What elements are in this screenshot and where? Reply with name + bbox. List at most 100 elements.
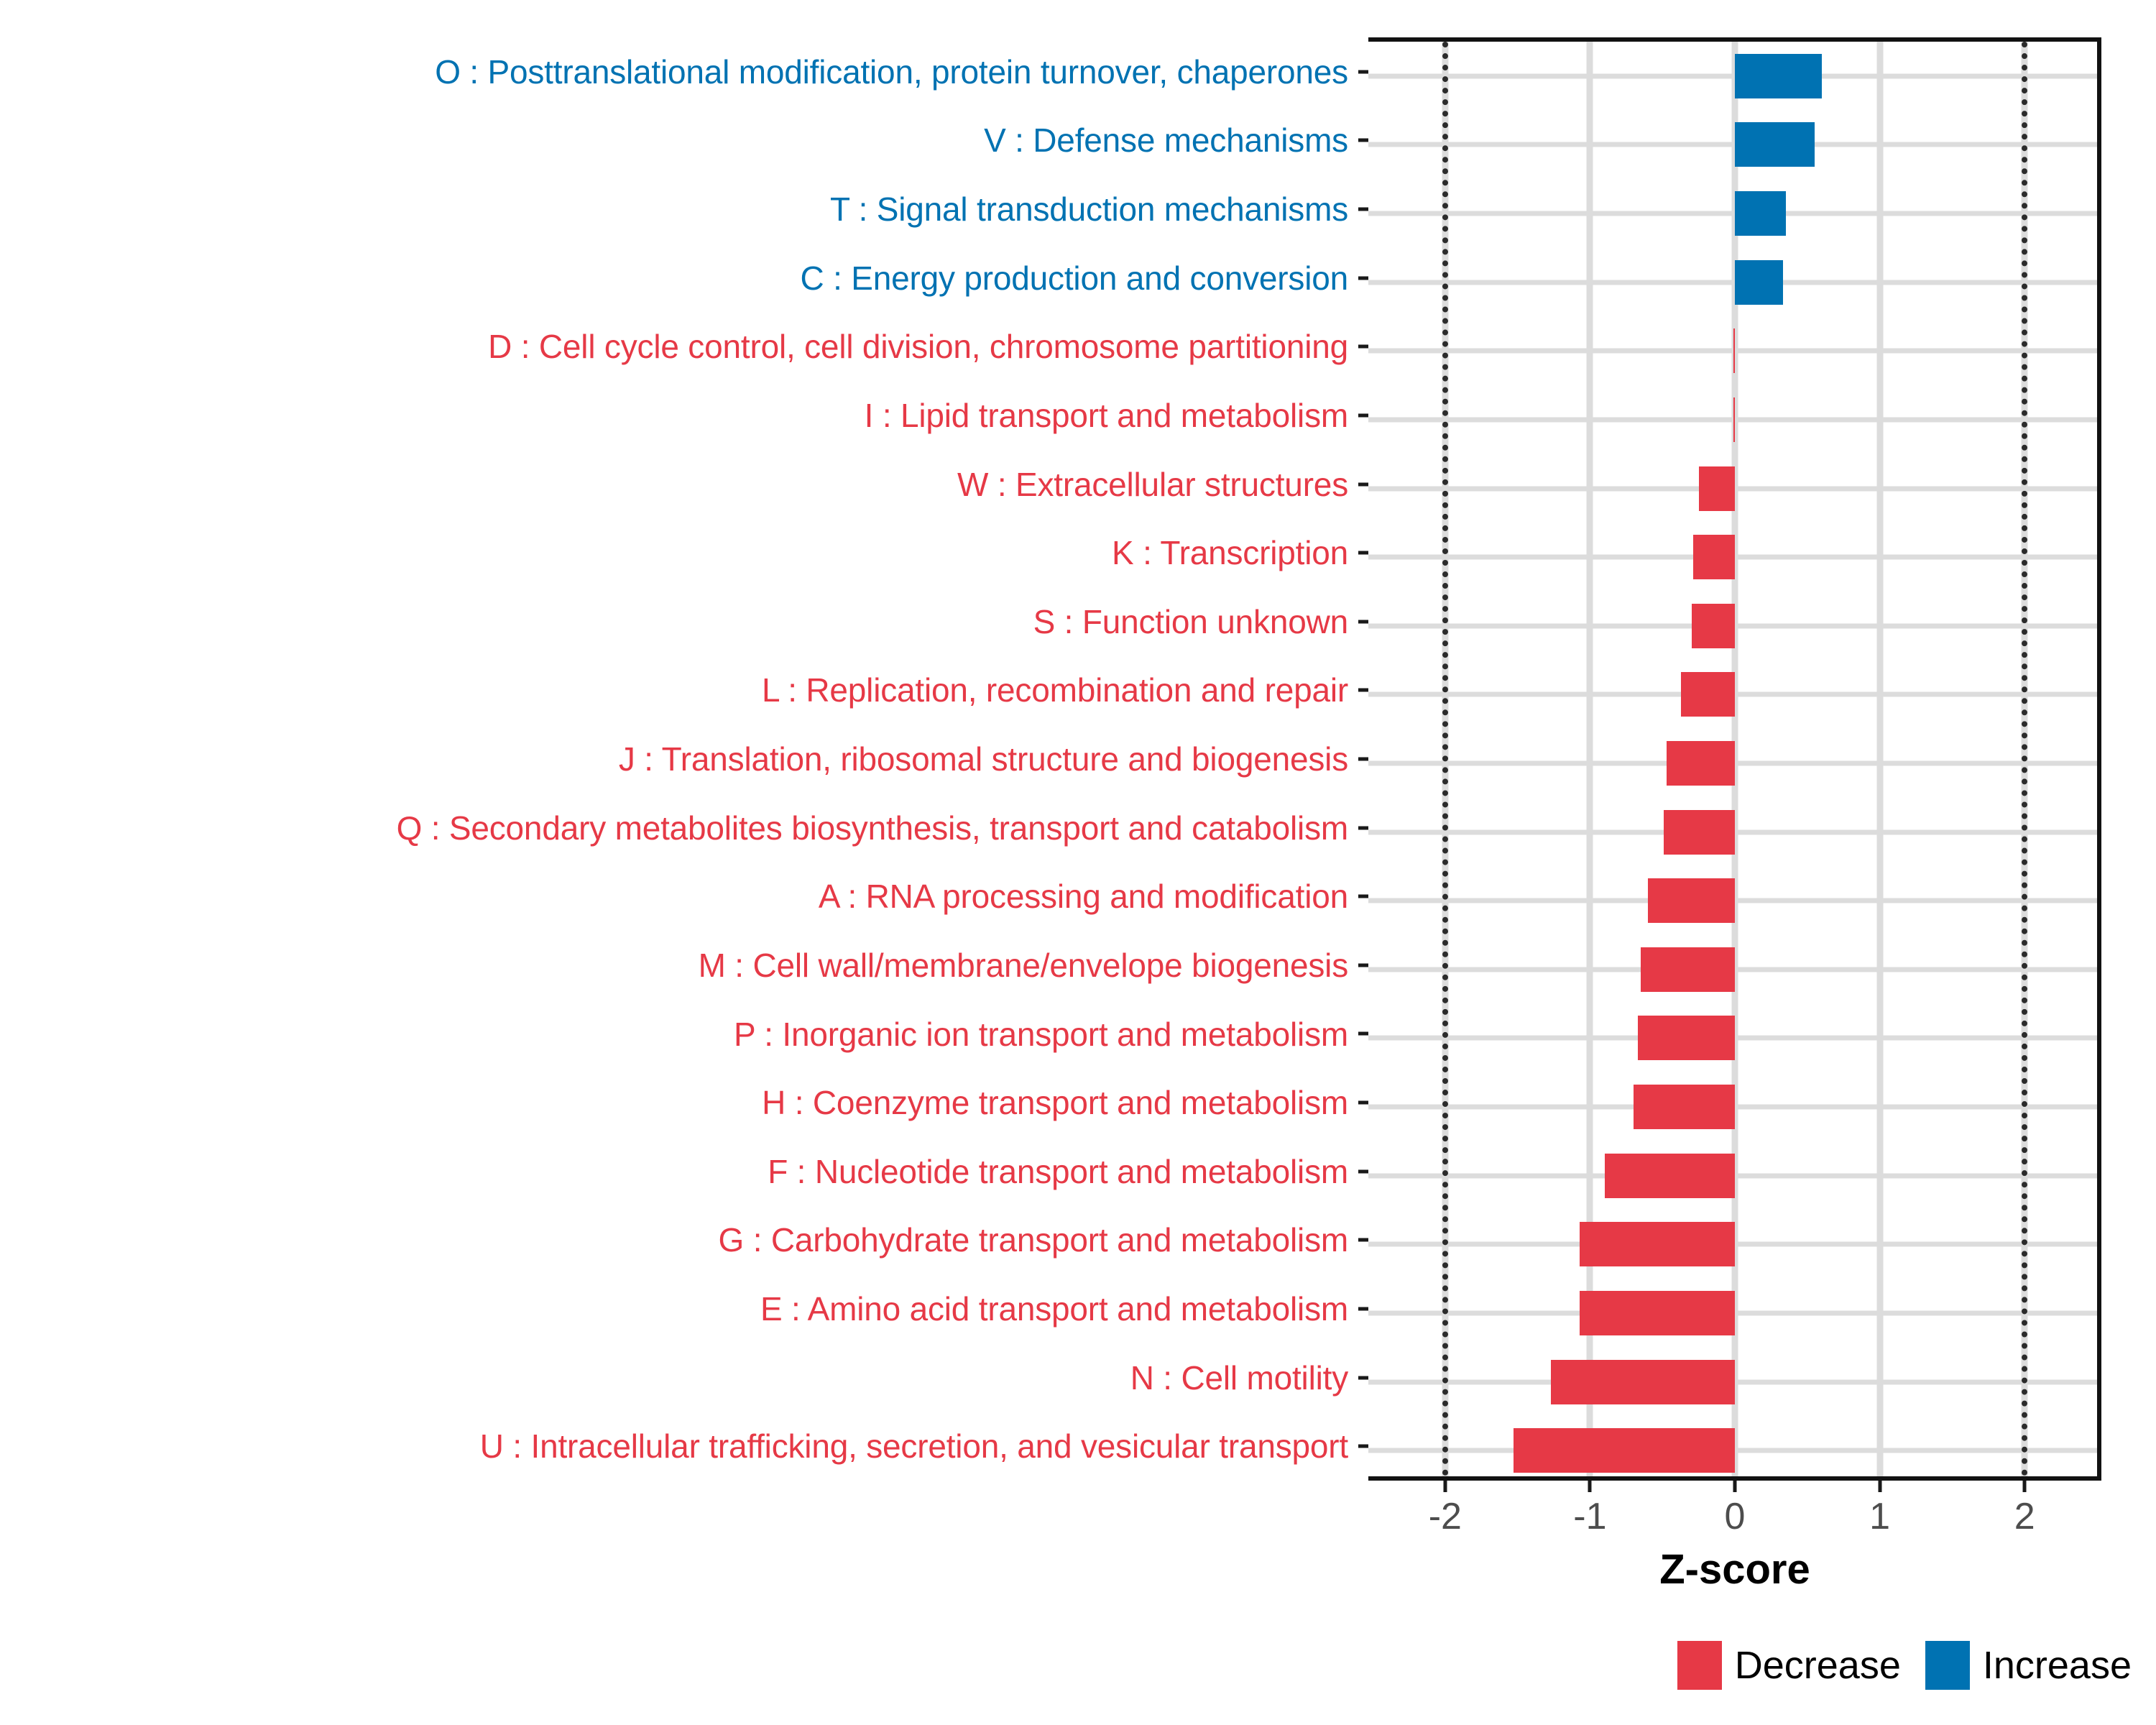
category-label: U : Intracellular trafficking, secretion…: [479, 1427, 1348, 1466]
y-axis-tick: [1358, 70, 1368, 74]
x-axis-tick-label: -1: [1573, 1496, 1607, 1537]
category-label: P : Inorganic ion transport and metaboli…: [734, 1015, 1348, 1053]
y-axis-tick: [1358, 207, 1368, 211]
category-label-row: O : Posttranslational modification, prot…: [0, 37, 1358, 106]
category-label: A : RNA processing and modification: [818, 878, 1348, 916]
category-label-row: S : Function unknown: [0, 587, 1358, 656]
legend-swatch: [1677, 1641, 1722, 1690]
bar: [1733, 328, 1735, 374]
bar: [1735, 53, 1822, 98]
bar: [1550, 1359, 1735, 1404]
category-label: N : Cell motility: [1130, 1358, 1349, 1397]
legend-entry[interactable]: Increase: [1925, 1641, 2132, 1690]
y-axis-tick: [1358, 894, 1368, 898]
plot-area: [1368, 42, 2097, 1476]
y-axis-tick: [1358, 276, 1368, 280]
reference-line: [1442, 42, 1448, 1476]
reference-line: [2022, 42, 2028, 1476]
x-axis-tick: [1443, 1481, 1447, 1492]
category-label-row: V : Defense mechanisms: [0, 106, 1358, 175]
x-axis-tick: [1588, 1481, 1592, 1492]
category-label: D : Cell cycle control, cell division, c…: [488, 328, 1348, 366]
x-axis-tick-label: 1: [1869, 1496, 1891, 1537]
y-axis-tick: [1358, 1444, 1368, 1448]
legend-label: Increase: [1982, 1644, 2132, 1687]
bar: [1513, 1428, 1735, 1473]
legend: Decrease Increase: [1368, 1626, 2152, 1705]
category-label-row: Q : Secondary metabolites biosynthesis, …: [0, 794, 1358, 862]
category-label-row: L : Replication, recombination and repai…: [0, 656, 1358, 725]
gridline-vertical: [1876, 42, 1884, 1476]
category-label: O : Posttranslational modification, prot…: [435, 52, 1348, 91]
bar: [1604, 1153, 1735, 1198]
x-axis-tick: [2022, 1481, 2027, 1492]
category-label: Q : Secondary metabolites biosynthesis, …: [396, 809, 1349, 847]
category-label-row: I : Lipid transport and metabolism: [0, 381, 1358, 450]
x-axis-tick-label: -2: [1428, 1496, 1462, 1537]
x-axis: -2 -1 0 1 2: [1368, 1481, 2101, 1567]
y-axis-tick: [1358, 620, 1368, 624]
category-label: L : Replication, recombination and repai…: [761, 671, 1348, 709]
x-axis-tick-label: 0: [1724, 1496, 1746, 1537]
bar: [1637, 1016, 1735, 1061]
bar: [1580, 1290, 1735, 1335]
category-label-row: J : Translation, ribosomal structure and…: [0, 724, 1358, 794]
category-label: S : Function unknown: [1033, 602, 1349, 640]
category-label-row: K : Transcription: [0, 518, 1358, 587]
category-label-row: U : Intracellular trafficking, secretion…: [0, 1412, 1358, 1481]
y-axis-tick: [1358, 1031, 1368, 1036]
bar: [1733, 397, 1735, 442]
bar: [1667, 741, 1735, 786]
legend-entry[interactable]: Decrease: [1677, 1641, 1901, 1690]
x-axis-tick: [1733, 1481, 1737, 1492]
bar: [1648, 878, 1735, 924]
category-label-row: H : Coenzyme transport and metabolism: [0, 1068, 1358, 1137]
category-label-row: F : Nucleotide transport and metabolism: [0, 1137, 1358, 1206]
y-axis-tick: [1358, 344, 1368, 349]
plot-panel: [1368, 37, 2101, 1481]
category-label: V : Defense mechanisms: [984, 121, 1348, 160]
y-axis-tick-marks: [1358, 37, 1368, 1481]
bar: [1664, 809, 1735, 855]
category-label: E : Amino acid transport and metabolism: [760, 1290, 1348, 1328]
category-label-row: N : Cell motility: [0, 1343, 1358, 1412]
legend-label: Decrease: [1734, 1644, 1901, 1687]
y-axis-tick: [1358, 1376, 1368, 1380]
y-axis-tick: [1358, 138, 1368, 142]
category-label-row: M : Cell wall/membrane/envelope biogenes…: [0, 931, 1358, 1000]
bar: [1580, 1222, 1735, 1267]
y-axis-tick: [1358, 482, 1368, 487]
category-label: J : Translation, ribosomal structure and…: [618, 740, 1348, 778]
x-axis-title: Z-score: [1659, 1546, 1810, 1593]
bar: [1681, 672, 1735, 717]
y-axis-tick: [1358, 757, 1368, 761]
y-axis-tick: [1358, 1238, 1368, 1242]
category-label-row: A : RNA processing and modification: [0, 862, 1358, 932]
bar: [1692, 535, 1735, 580]
bar: [1640, 947, 1735, 992]
category-label-row: W : Extracellular structures: [0, 450, 1358, 519]
category-label: G : Carbohydrate transport and metabolis…: [718, 1221, 1349, 1259]
x-axis-tick-label: 2: [2014, 1496, 2035, 1537]
y-axis-tick: [1358, 1307, 1368, 1311]
y-axis-tick: [1358, 963, 1368, 967]
category-label: T : Signal transduction mechanisms: [829, 190, 1348, 229]
category-label-row: T : Signal transduction mechanisms: [0, 175, 1358, 244]
category-label-row: G : Carbohydrate transport and metabolis…: [0, 1206, 1358, 1275]
category-label: M : Cell wall/membrane/envelope biogenes…: [698, 946, 1349, 984]
y-axis-tick: [1358, 1100, 1368, 1105]
category-label-axis: O : Posttranslational modification, prot…: [0, 37, 1358, 1481]
category-label-row: E : Amino acid transport and metabolism: [0, 1274, 1358, 1343]
category-label: I : Lipid transport and metabolism: [864, 396, 1349, 434]
category-label-row: D : Cell cycle control, cell division, c…: [0, 313, 1358, 382]
bar: [1735, 259, 1783, 305]
bar: [1633, 1085, 1735, 1130]
bar: [1735, 122, 1815, 167]
bar: [1698, 466, 1735, 511]
category-label: F : Nucleotide transport and metabolism: [768, 1152, 1348, 1190]
category-label: K : Transcription: [1112, 534, 1348, 572]
y-axis-tick: [1358, 413, 1368, 418]
y-axis-tick: [1358, 1169, 1368, 1174]
y-axis-tick: [1358, 826, 1368, 830]
category-label: H : Coenzyme transport and metabolism: [762, 1084, 1348, 1122]
